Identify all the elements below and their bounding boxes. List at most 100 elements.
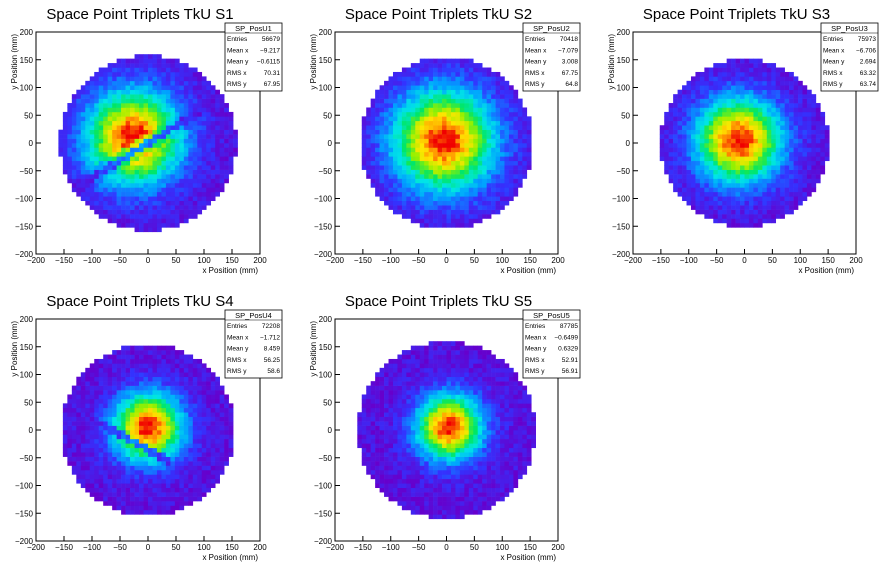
heatmap-bin [486, 147, 492, 153]
heatmap-bin [428, 63, 434, 68]
heatmap-bin [384, 187, 389, 193]
heatmap-bin [704, 120, 710, 126]
heatmap-bin [148, 390, 153, 395]
heatmap-bin [735, 67, 741, 73]
heatmap-bin [744, 125, 750, 130]
heatmap-bin [722, 116, 727, 122]
heatmap-bin [388, 85, 394, 91]
heatmap-bin [704, 67, 710, 73]
heatmap-bin [802, 85, 808, 91]
heatmap-bin [513, 89, 519, 95]
heatmap-bin [76, 385, 82, 391]
heatmap-bin [85, 129, 91, 135]
heatmap-bin [375, 134, 380, 139]
heatmap-bin [766, 182, 772, 188]
heatmap-bin [713, 80, 719, 86]
heatmap-bin [197, 209, 203, 215]
heatmap-bin [401, 80, 407, 86]
heatmap-bin [143, 196, 149, 202]
heatmap-bin [500, 169, 505, 175]
heatmap-bin [513, 147, 519, 153]
heatmap-bin [361, 407, 367, 413]
heatmap-bin [125, 196, 131, 202]
heatmap-bin [188, 496, 194, 502]
heatmap-bin [477, 63, 483, 68]
heatmap-bin [424, 71, 429, 77]
heatmap-bin [784, 98, 790, 104]
heatmap-bin [165, 456, 171, 462]
heatmap-bin [664, 169, 669, 175]
heatmap-bin [188, 381, 194, 386]
heatmap-bin [188, 372, 194, 378]
heatmap-bin [361, 425, 367, 431]
heatmap-bin [789, 98, 794, 104]
heatmap-bin [397, 165, 403, 170]
heatmap-bin [406, 120, 412, 126]
heatmap-bin [224, 169, 229, 175]
heatmap-bin [522, 174, 528, 179]
heatmap-bin [125, 478, 131, 484]
heatmap-bin [415, 187, 421, 193]
heatmap-bin [170, 98, 176, 104]
heatmap-bin [766, 76, 772, 82]
heatmap-bin [482, 143, 487, 148]
heatmap-bin [183, 80, 189, 86]
heatmap-bin [699, 156, 705, 162]
heatmap-bin [188, 76, 194, 82]
heatmap-bin [116, 129, 122, 135]
heatmap-bin [174, 111, 180, 117]
heatmap-bin [143, 94, 149, 99]
heatmap-bin [85, 165, 91, 170]
heatmap-bin [143, 407, 149, 413]
heatmap-bin [442, 80, 447, 86]
heatmap-bin [406, 169, 412, 175]
y-tick-label: −50 [19, 454, 33, 463]
heatmap-bin [188, 143, 194, 148]
heatmap-bin [210, 85, 216, 91]
heatmap-bin [775, 94, 781, 99]
heatmap-bin [179, 505, 185, 511]
heatmap-bin [798, 151, 803, 157]
heatmap-bin [179, 487, 185, 493]
heatmap-bin [116, 138, 122, 144]
heatmap-bin [384, 125, 389, 130]
heatmap-bin [419, 125, 425, 130]
heatmap-bin [161, 505, 167, 511]
heatmap-bin [89, 182, 95, 188]
heatmap-bin [76, 151, 82, 157]
heatmap-bin [455, 169, 461, 175]
heatmap-bin [152, 187, 158, 193]
heatmap-bin [183, 111, 189, 117]
heatmap-bin [428, 156, 434, 162]
heatmap-bin [94, 191, 100, 197]
heatmap-bin [695, 71, 701, 77]
heatmap-bin [94, 487, 100, 493]
heatmap-bin [428, 76, 434, 82]
heatmap-bin [201, 165, 207, 170]
heatmap-bin [731, 147, 736, 153]
heatmap-bin [464, 196, 470, 202]
heatmap-bin [134, 452, 140, 457]
heatmap-bin [446, 94, 452, 99]
heatmap-bin [442, 94, 447, 99]
heatmap-bin [428, 147, 434, 153]
heatmap-bin [464, 147, 470, 153]
heatmap-bin [517, 116, 523, 122]
heatmap-bin [459, 205, 465, 210]
heatmap-bin [771, 120, 777, 126]
heatmap-bin [495, 160, 501, 166]
heatmap-bin [152, 125, 158, 130]
heatmap-bin [121, 134, 126, 139]
heatmap-bin [370, 103, 376, 108]
heatmap-bin [134, 85, 140, 91]
heatmap-bin [197, 196, 203, 202]
heatmap-bin [121, 456, 126, 462]
heatmap-bin [103, 469, 108, 475]
heatmap-bin [780, 67, 785, 73]
heatmap-bin [370, 156, 376, 162]
heatmap-bin [107, 421, 113, 426]
heatmap-bin [370, 107, 376, 113]
heatmap-bin [806, 160, 812, 166]
heatmap-bin [143, 483, 149, 489]
heatmap-bin [757, 160, 763, 166]
